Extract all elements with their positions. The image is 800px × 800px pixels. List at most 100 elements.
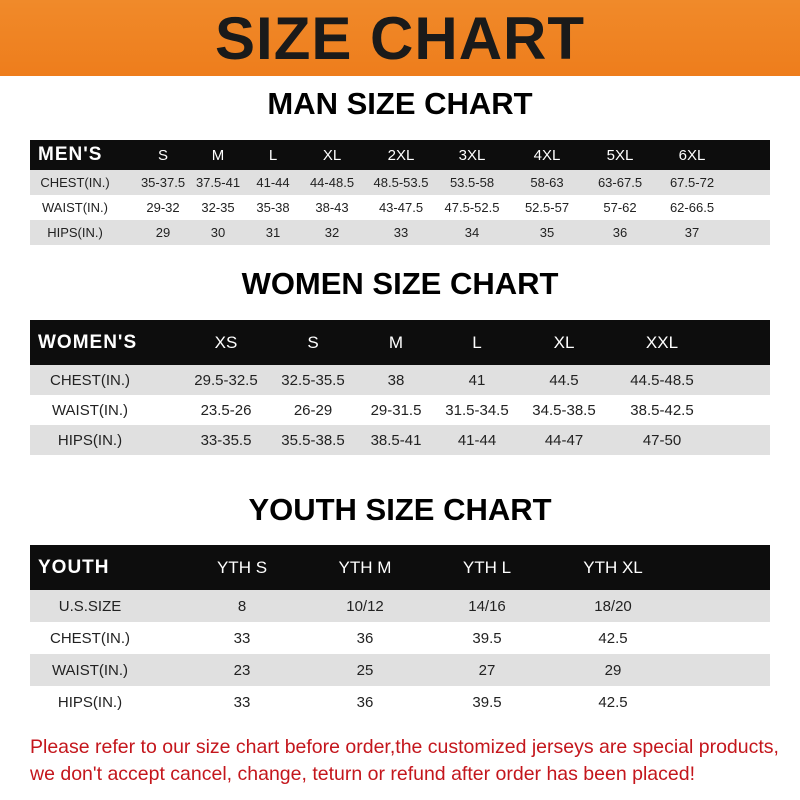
size-value: 32-35 xyxy=(201,200,235,215)
size-header: YTH XL xyxy=(583,557,643,577)
size-value: 29.5-32.5 xyxy=(194,371,258,389)
measure-label: WAIST(IN.) xyxy=(51,661,129,679)
size-header: YTH S xyxy=(216,557,268,577)
size-value: 8 xyxy=(237,597,247,615)
women-table-title: WOMEN SIZE CHART xyxy=(241,266,559,301)
size-value: 35-37.5 xyxy=(140,175,186,190)
men-table-title: MAN SIZE CHART xyxy=(267,86,533,121)
size-value: 41-44 xyxy=(457,431,497,449)
table-row: CHEST(IN.) 29.5-32.5 32.5-35.5 38 41 44.5 44.5… xyxy=(30,365,770,395)
measure-label: CHEST(IN.) xyxy=(40,175,110,190)
size-header: 2XL xyxy=(387,146,415,164)
size-value: 29 xyxy=(155,225,171,240)
size-value: 32.5-35.5 xyxy=(281,371,345,389)
size-value: 26-29 xyxy=(293,401,333,419)
size-value: 48.5-53.5 xyxy=(373,175,429,190)
measure-label: WAIST(IN.) xyxy=(51,401,129,419)
size-value: 53.5-58 xyxy=(449,175,495,190)
size-header: XL xyxy=(553,332,575,352)
table-header-row: MEN'S S M L XL 2XL 3XL 4XL 5XL 6XL xyxy=(30,140,770,170)
table-row: WAIST(IN.) 23 25 27 29 xyxy=(30,654,770,686)
measure-label: U.S.SIZE xyxy=(58,597,122,615)
size-value: 29 xyxy=(604,661,622,679)
size-value: 32 xyxy=(324,225,340,240)
table-category-label: WOMEN'S xyxy=(38,331,138,353)
size-value: 37.5-41 xyxy=(195,175,241,190)
size-value: 57-62 xyxy=(603,200,637,215)
size-value: 38.5-42.5 xyxy=(630,401,694,419)
size-value: 30 xyxy=(210,225,226,240)
size-value: 58-63 xyxy=(530,175,564,190)
size-header: YTH L xyxy=(462,557,512,577)
size-value: 42.5 xyxy=(598,693,628,711)
table-row: HIPS(IN.) 29 30 31 32 33 34 35 36 37 xyxy=(30,220,770,245)
size-header: S xyxy=(307,332,319,352)
table-row: HIPS(IN.) 33 36 39.5 42.5 xyxy=(30,686,770,718)
size-value: 42.5 xyxy=(598,629,628,647)
size-value: 31.5-34.5 xyxy=(445,401,509,419)
youth-table-title: YOUTH SIZE CHART xyxy=(248,492,552,527)
table-category-label: MEN'S xyxy=(38,144,103,165)
table-header-row: WOMEN'S XS S M L XL XXL xyxy=(30,320,770,365)
measure-label: CHEST(IN.) xyxy=(50,629,130,647)
size-value: 23 xyxy=(233,661,251,679)
refund-policy-note: Please refer to our size chart before or… xyxy=(30,734,790,788)
banner-title: SIZE CHART xyxy=(215,5,585,72)
size-value: 36 xyxy=(612,225,628,240)
table-row: CHEST(IN.) 33 36 39.5 42.5 xyxy=(30,622,770,654)
size-header: M xyxy=(211,146,225,164)
note-line-1: Please refer to our size chart before or… xyxy=(30,736,779,758)
table-row: U.S.SIZE 8 10/12 14/16 18/20 xyxy=(30,590,770,622)
size-header: XXL xyxy=(645,332,679,352)
size-value: 33 xyxy=(393,225,409,240)
measure-label: CHEST(IN.) xyxy=(50,371,130,389)
size-value: 47-50 xyxy=(642,431,682,449)
size-value: 33 xyxy=(233,629,251,647)
table-header-row: YOUTH YTH S YTH M YTH L YTH XL xyxy=(30,545,770,590)
measure-label: HIPS(IN.) xyxy=(47,225,103,240)
measure-label: WAIST(IN.) xyxy=(42,200,108,215)
banner: SIZE CHART xyxy=(0,0,800,76)
size-header: XS xyxy=(214,332,238,352)
size-value: 67.5-72 xyxy=(669,175,715,190)
size-value: 34.5-38.5 xyxy=(532,401,596,419)
size-value: 62-66.5 xyxy=(669,200,715,215)
size-value: 44.5 xyxy=(549,371,579,389)
note-line-2: we don't accept cancel, change, teturn o… xyxy=(30,763,695,785)
size-value: 35-38 xyxy=(256,200,290,215)
size-value: 52.5-57 xyxy=(524,200,570,215)
table-row: WAIST(IN.) 29-32 32-35 35-38 38-43 43-47.5 47.… xyxy=(30,195,770,220)
size-value: 10/12 xyxy=(346,597,384,615)
size-value: 27 xyxy=(478,661,496,679)
size-value: 23.5-26 xyxy=(200,401,252,419)
size-value: 44-47 xyxy=(544,431,584,449)
size-value: 38.5-41 xyxy=(370,431,422,449)
size-value: 38-43 xyxy=(315,200,349,215)
size-value: 34 xyxy=(464,225,480,240)
size-value: 29-31.5 xyxy=(370,401,422,419)
size-header: YTH M xyxy=(338,557,392,577)
table-row: HIPS(IN.) 33-35.5 35.5-38.5 38.5-41 41-44 44-… xyxy=(30,425,770,455)
table-category-label: YOUTH xyxy=(38,556,110,578)
size-header: 5XL xyxy=(606,146,634,164)
size-value: 39.5 xyxy=(472,693,502,711)
size-value: 44.5-48.5 xyxy=(630,371,694,389)
size-header: M xyxy=(388,332,404,352)
measure-label: HIPS(IN.) xyxy=(57,693,123,711)
size-value: 14/16 xyxy=(468,597,506,615)
size-header: L xyxy=(472,332,482,352)
size-value: 35.5-38.5 xyxy=(281,431,345,449)
size-value: 38 xyxy=(387,371,405,389)
size-value: 25 xyxy=(356,661,374,679)
size-value: 63-67.5 xyxy=(597,175,643,190)
size-value: 31 xyxy=(265,225,281,240)
size-header: 3XL xyxy=(458,146,486,164)
size-value: 47.5-52.5 xyxy=(444,200,500,215)
size-value: 18/20 xyxy=(594,597,632,615)
size-header: 6XL xyxy=(678,146,706,164)
size-value: 37 xyxy=(684,225,700,240)
measure-label: HIPS(IN.) xyxy=(57,431,123,449)
size-value: 44-48.5 xyxy=(309,175,355,190)
size-value: 36 xyxy=(356,629,374,647)
size-value: 35 xyxy=(539,225,555,240)
